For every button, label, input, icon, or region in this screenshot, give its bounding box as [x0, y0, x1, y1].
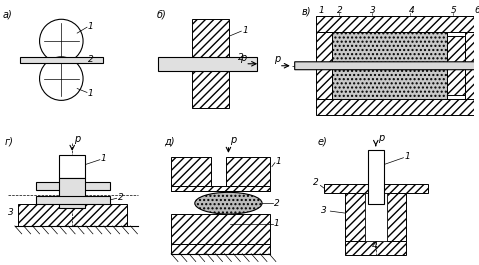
Bar [171, 186, 270, 191]
Text: 2: 2 [312, 178, 318, 187]
Bar [171, 244, 270, 254]
Text: 1: 1 [404, 152, 410, 161]
Circle shape [40, 57, 83, 100]
Bar [18, 204, 126, 226]
Text: 1: 1 [319, 6, 324, 15]
Bar [332, 32, 447, 99]
Bar [59, 179, 85, 208]
Bar [171, 214, 270, 244]
Bar [35, 182, 110, 190]
Bar [317, 32, 332, 99]
Text: в): в) [302, 6, 311, 16]
Bar [345, 193, 365, 241]
Bar [20, 57, 103, 63]
Bar [317, 16, 479, 32]
Text: а): а) [3, 9, 13, 19]
Text: p: p [74, 134, 80, 144]
Bar [171, 157, 211, 186]
Text: 5: 5 [451, 6, 456, 15]
Text: д): д) [164, 137, 175, 147]
Text: 1: 1 [242, 26, 248, 35]
Text: 1: 1 [88, 89, 94, 98]
Text: p: p [230, 135, 237, 145]
Text: е): е) [318, 137, 327, 147]
Text: 2: 2 [88, 55, 94, 64]
Text: 2: 2 [118, 193, 124, 202]
Circle shape [40, 19, 83, 63]
Text: 4: 4 [372, 241, 377, 250]
Text: p: p [378, 133, 384, 143]
Text: 1: 1 [274, 219, 280, 228]
Bar [345, 241, 407, 255]
Bar [59, 155, 85, 179]
Text: 2: 2 [274, 199, 280, 208]
Bar [465, 32, 479, 99]
Bar [365, 193, 387, 241]
Text: 1: 1 [88, 22, 94, 31]
Text: 3: 3 [370, 6, 376, 15]
Bar [387, 193, 407, 241]
Bar [368, 150, 384, 204]
Text: 2: 2 [239, 53, 244, 62]
Bar [158, 57, 257, 71]
Text: 3: 3 [321, 206, 327, 215]
Bar [192, 19, 229, 57]
Text: p: p [240, 53, 247, 63]
Bar [332, 32, 447, 99]
Text: г): г) [5, 137, 14, 147]
Bar [384, 184, 428, 193]
Bar [447, 36, 465, 95]
Bar [317, 99, 479, 115]
Text: 1: 1 [276, 157, 282, 166]
Bar [192, 71, 229, 108]
Text: 3: 3 [8, 207, 14, 217]
Bar [324, 184, 368, 193]
Text: 6: 6 [475, 6, 479, 15]
Ellipse shape [195, 192, 262, 214]
Text: p: p [274, 54, 280, 64]
Bar [35, 196, 110, 204]
Text: 1: 1 [101, 154, 107, 163]
Text: 4: 4 [409, 6, 414, 15]
Text: б): б) [156, 9, 166, 19]
Bar [227, 157, 270, 186]
Text: 2: 2 [337, 6, 343, 15]
Polygon shape [295, 60, 479, 72]
